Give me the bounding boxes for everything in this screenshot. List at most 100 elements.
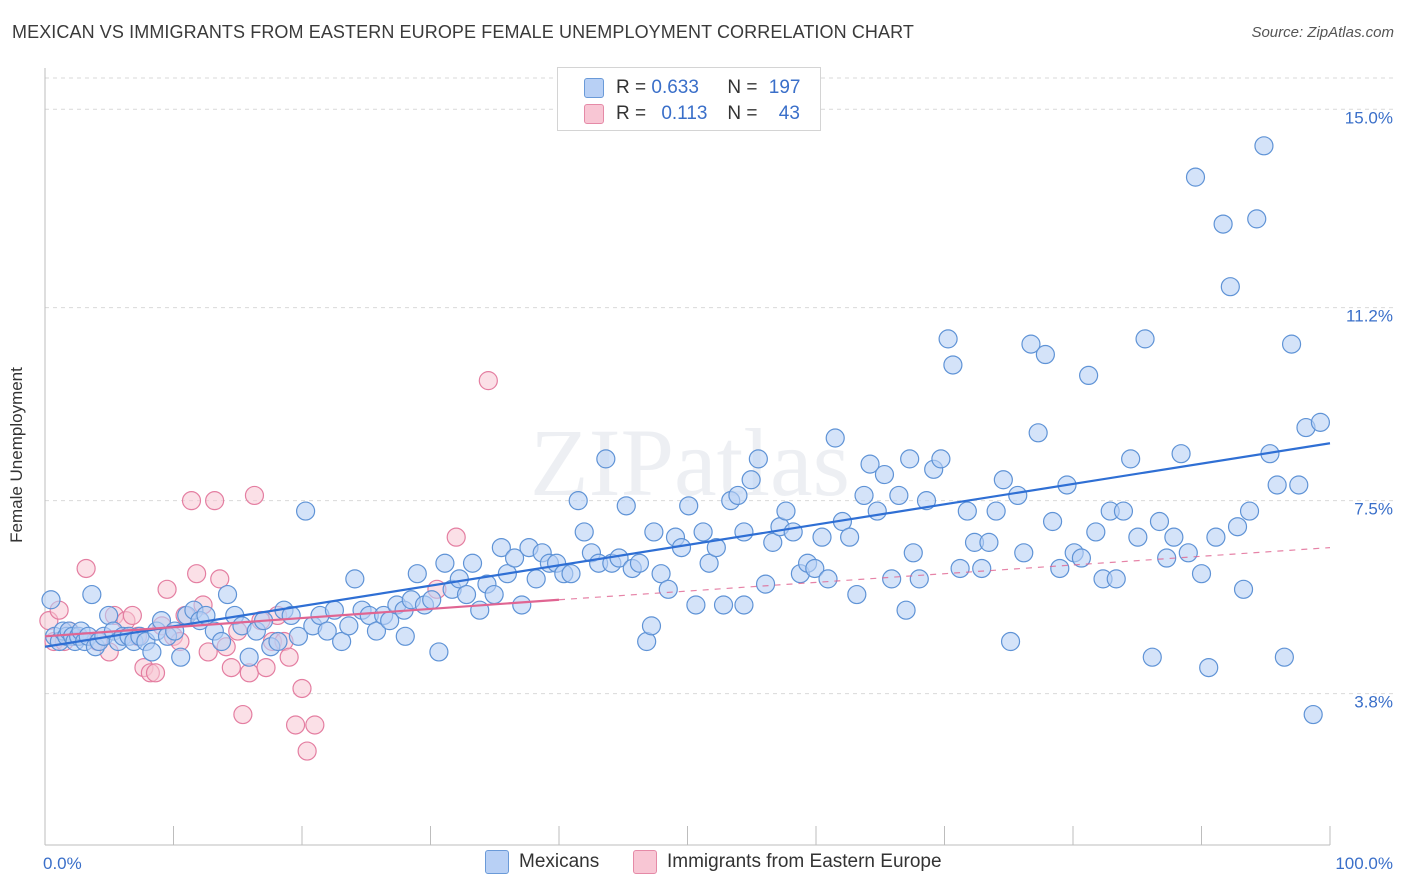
data-point <box>198 642 218 662</box>
data-point <box>296 501 316 521</box>
legend-row-mexicans: R = 0.633 N = 197 <box>558 75 800 101</box>
data-point <box>239 647 259 667</box>
data-point <box>233 704 253 725</box>
data-point <box>512 595 532 615</box>
data-point <box>1142 647 1162 667</box>
data-point <box>1220 277 1240 297</box>
data-point <box>972 558 992 579</box>
data-point <box>504 548 525 568</box>
data-point <box>1303 704 1323 725</box>
data-point <box>1191 564 1212 584</box>
data-point <box>1008 485 1028 506</box>
data-point <box>644 522 664 542</box>
y-tick-label: 11.2% <box>1346 307 1393 326</box>
regression-lines <box>44 442 1331 648</box>
data-point <box>943 355 963 375</box>
data-point <box>979 532 999 552</box>
data-point <box>217 584 238 605</box>
data-point <box>244 485 265 506</box>
legend-swatch-pink <box>584 104 604 124</box>
data-point <box>82 584 102 605</box>
data-point <box>889 485 909 506</box>
data-point <box>339 616 359 636</box>
data-point <box>776 501 796 521</box>
legend-swatch-blue <box>584 78 604 98</box>
data-point <box>950 558 970 579</box>
data-point <box>805 558 825 579</box>
data-point <box>395 626 415 646</box>
data-point <box>76 558 96 579</box>
data-point <box>478 371 498 391</box>
series-eastern-europe-points <box>39 371 498 761</box>
data-point <box>641 616 662 636</box>
data-point <box>734 595 754 615</box>
data-point <box>1086 522 1106 542</box>
data-point <box>462 553 483 573</box>
data-point <box>1157 548 1177 568</box>
data-point <box>561 564 581 584</box>
data-point <box>187 564 207 584</box>
data-point <box>812 527 832 547</box>
data-point <box>1042 511 1063 532</box>
data-point <box>1199 657 1219 678</box>
data-point <box>407 564 427 584</box>
data-point <box>986 501 1006 521</box>
data-point <box>1071 548 1092 568</box>
data-point <box>491 537 511 558</box>
data-point <box>268 631 288 652</box>
r-label: R = <box>616 103 647 124</box>
data-point <box>629 553 650 573</box>
y-tick-label: 15.0% <box>1345 108 1393 127</box>
data-point <box>818 569 838 589</box>
n-label: N = <box>727 77 758 98</box>
data-point <box>422 590 442 610</box>
data-point <box>332 631 352 652</box>
data-point <box>931 449 951 469</box>
data-point <box>896 600 916 620</box>
data-point <box>526 569 546 589</box>
y-tick-label: 7.5% <box>1354 500 1393 519</box>
chart-title: MEXICAN VS IMMIGRANTS FROM EASTERN EUROP… <box>12 22 915 42</box>
data-point <box>741 470 761 490</box>
data-point <box>651 564 671 584</box>
data-point <box>699 553 719 573</box>
data-point <box>285 715 306 735</box>
data-point <box>763 532 783 552</box>
data-point <box>903 543 923 563</box>
data-point <box>171 647 191 667</box>
data-point <box>288 626 308 646</box>
y-tick-labels: 3.8% 7.5% 11.2% 15.0% <box>1345 108 1393 711</box>
data-point <box>1206 527 1226 547</box>
x-tick-label: 0.0% <box>43 854 82 873</box>
data-point <box>1274 647 1294 667</box>
data-point <box>1185 167 1206 187</box>
data-point <box>446 527 466 547</box>
data-point <box>1289 475 1309 495</box>
data-point <box>317 621 337 641</box>
data-point <box>1281 334 1302 354</box>
data-point <box>728 485 748 506</box>
data-point <box>1035 344 1055 365</box>
data-point <box>1021 334 1041 354</box>
data-point <box>882 569 902 589</box>
data-point <box>867 501 887 521</box>
data-point <box>874 464 895 485</box>
data-point <box>256 657 276 678</box>
data-point <box>748 449 768 469</box>
r-value: 0.113 <box>661 103 708 124</box>
data-point <box>297 741 317 761</box>
axes <box>44 68 1331 846</box>
data-point <box>1079 365 1099 386</box>
data-point <box>783 522 803 542</box>
data-point <box>1227 517 1248 537</box>
data-point <box>1310 412 1330 432</box>
legend-item-mexicans: Mexicans <box>485 850 599 874</box>
n-label: N = <box>727 103 758 124</box>
data-point <box>157 579 177 599</box>
data-point <box>1239 501 1260 521</box>
data-point <box>210 569 230 589</box>
data-point <box>292 678 312 699</box>
data-point <box>345 569 365 589</box>
data-point <box>686 595 706 615</box>
